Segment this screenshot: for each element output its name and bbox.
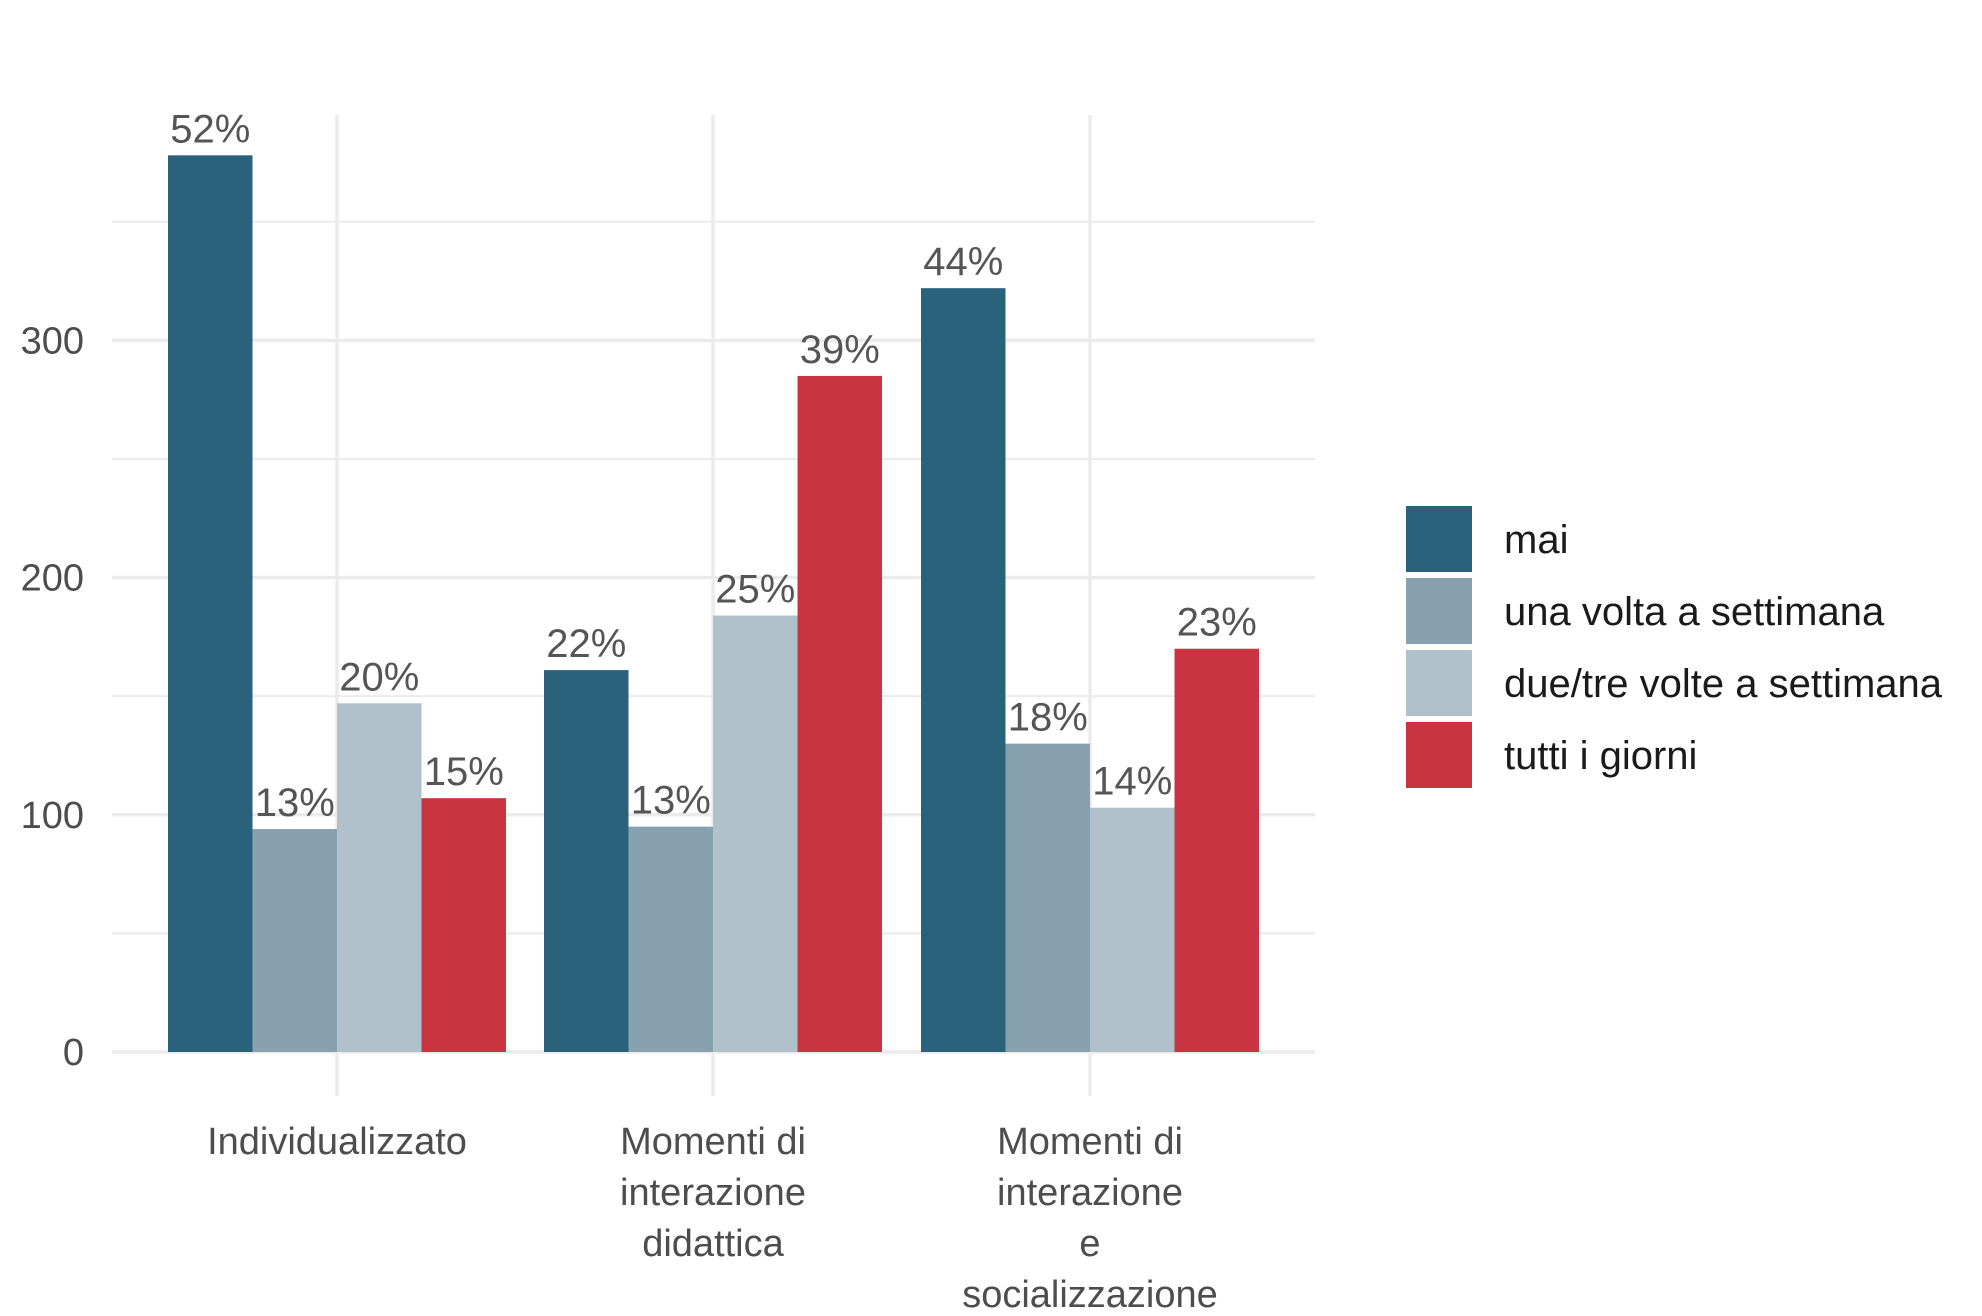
bar <box>544 670 629 1052</box>
x-tick-label-line: Momenti di <box>997 1121 1183 1163</box>
legend-label: due/tre volte a settimana <box>1504 662 1943 706</box>
x-tick-label-line: Individualizzato <box>207 1121 467 1163</box>
data-label: 23% <box>1177 601 1257 645</box>
legend-label: mai <box>1504 518 1568 562</box>
bar <box>1005 743 1090 1052</box>
bar <box>921 288 1006 1052</box>
x-tick-label: Momenti di interazione didattica <box>620 1121 806 1265</box>
bar <box>252 829 337 1052</box>
bar <box>797 375 882 1052</box>
y-tick-label: 200 <box>21 558 84 600</box>
y-tick-label: 100 <box>21 795 84 837</box>
bar <box>168 155 253 1052</box>
bars <box>168 155 1259 1052</box>
bar <box>713 615 798 1052</box>
legend-key <box>1406 578 1472 644</box>
x-tick-label-line: didattica <box>642 1223 784 1265</box>
legend-key <box>1406 506 1472 572</box>
data-label: 14% <box>1092 760 1172 804</box>
data-label: 22% <box>546 622 626 666</box>
bar <box>421 798 506 1052</box>
x-tick-label-line: interazione <box>997 1172 1183 1214</box>
x-axis: Individualizzato Momenti di interazione did… <box>207 1121 1218 1316</box>
x-tick-label-line: socializzazione <box>962 1274 1218 1316</box>
legend: mai una volta a settimana due/tre volte a … <box>1406 506 1943 788</box>
bar <box>1090 807 1175 1052</box>
x-tick-label: Individualizzato <box>207 1121 467 1163</box>
data-label: 25% <box>715 568 795 612</box>
bar <box>628 826 713 1052</box>
data-label: 39% <box>800 328 880 372</box>
data-label: 13% <box>631 779 711 823</box>
legend-label: tutti i giorni <box>1504 734 1697 778</box>
bar <box>1174 648 1259 1052</box>
x-tick-label-line: interazione <box>620 1172 806 1214</box>
bar <box>337 703 422 1052</box>
y-axis: 0 100 200 300 <box>21 320 84 1074</box>
data-label: 15% <box>424 750 504 794</box>
legend-key <box>1406 650 1472 716</box>
x-tick-label-line: Momenti di <box>620 1121 806 1163</box>
legend-key <box>1406 722 1472 788</box>
data-label: 18% <box>1008 696 1088 740</box>
data-labels: 52% 22% 44% 13% 13% 18% 20% 25% 14% 15% 39% 23% <box>170 107 1257 825</box>
x-tick-label-line: e <box>1079 1223 1100 1265</box>
data-label: 52% <box>170 107 250 151</box>
data-label: 20% <box>339 655 419 699</box>
legend-label: una volta a settimana <box>1504 590 1885 634</box>
y-tick-label: 300 <box>21 320 84 362</box>
x-tick-label: Momenti di interazione e socializzazione <box>962 1121 1218 1316</box>
y-tick-label: 0 <box>63 1032 84 1074</box>
data-label: 13% <box>255 781 335 825</box>
data-label: 44% <box>923 240 1003 284</box>
